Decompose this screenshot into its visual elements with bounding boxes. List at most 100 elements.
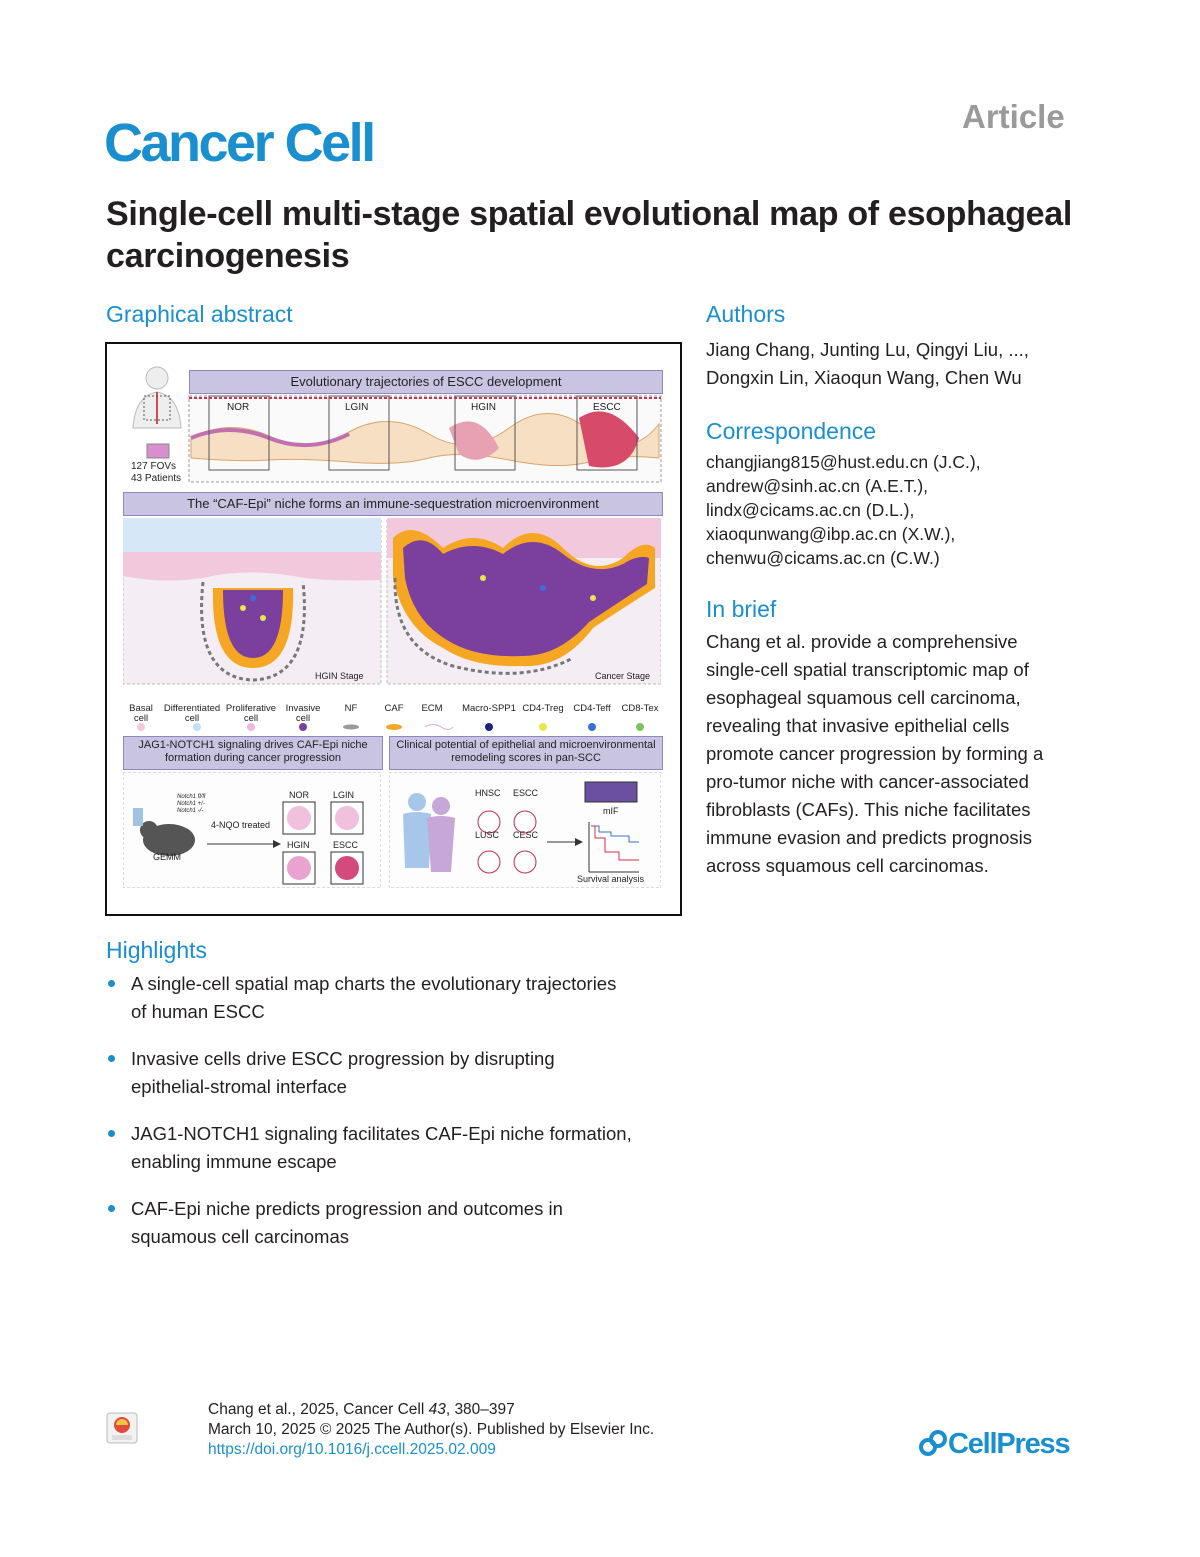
in-brief-line: fibroblasts (CAFs). This niche facilitat… [706,799,1031,820]
correspondence-email[interactable]: lindx@cicams.ac.cn (D.L.), [706,500,915,520]
panel4-title-line2: remodeling scores in pan-SCC [451,752,601,764]
legend-basal-cell: Basal cell [129,703,153,724]
panel1-title: Evolutionary trajectories of ESCC develo… [189,370,663,394]
correspondence-heading: Correspondence [706,418,877,444]
mouse-stage-nor: NOR [289,790,309,800]
gemm-label: GEMM [153,852,181,862]
authors-list: Jiang Chang, Junting Lu, Qingyi Liu, ...… [706,336,1029,392]
graphical-abstract-figure: Evolutionary trajectories of ESCC develo… [105,342,682,916]
highlight-line: JAG1-NOTCH1 signaling facilitates CAF-Ep… [131,1123,632,1144]
hgin-stage-label: HGIN Stage [315,671,364,681]
highlight-line: enabling immune escape [131,1151,337,1172]
mif-label: mIF [603,806,619,816]
citation-pages: , 380–397 [445,1401,515,1418]
fov-count: 127 FOVs [131,461,177,472]
stage-label-escc: ESCC [593,402,621,413]
citation-line: Chang et al., 2025, Cancer Cell 43, 380–… [208,1400,654,1420]
stage-label-hgin: HGIN [471,402,496,413]
bullet-icon [108,1055,115,1062]
legend-nf: NF [344,703,358,714]
highlights-list: A single-cell spatial map charts the evo… [106,970,696,1270]
citation-volume: 43 [428,1401,446,1418]
panel3-title-line1: JAG1-NOTCH1 signaling drives CAF-Epi nic… [138,739,368,751]
in-brief-line: single-cell spatial transcriptomic map o… [706,659,1029,680]
treatment-label: 4-NQO treated [211,820,271,830]
correspondence-email[interactable]: xiaoqunwang@ibp.ac.cn (X.W.), [706,524,956,544]
highlight-item: CAF-Epi niche predicts progression and o… [106,1195,696,1251]
correspondence-email[interactable]: andrew@sinh.ac.cn (A.E.T.), [706,476,929,496]
in-brief-line: revealing that invasive epithelial cells [706,715,1010,736]
cancer-stage-label: Cancer Stage [595,671,651,681]
bullet-icon [108,1205,115,1212]
notch-label-3: Notch1 -/- [177,808,204,814]
in-brief-line: immune evasion and predicts prognosis [706,827,1032,848]
mouse-stage-escc: ESCC [333,840,359,850]
in-brief-line: across squamous cell carcinomas. [706,855,989,876]
in-brief-text: Chang et al. provide a comprehensive sin… [706,628,1096,880]
authors-line-1: Jiang Chang, Junting Lu, Qingyi Liu, ...… [706,339,1029,360]
mouse-stage-lgin: LGIN [333,790,355,800]
scc-label-escc: ESCC [513,788,539,798]
legend-cd4-treg: CD4-Treg [522,703,564,714]
highlight-line: Invasive cells drive ESCC progression by… [131,1048,555,1069]
doi-link[interactable]: https://doi.org/10.1016/j.ccell.2025.02.… [208,1441,496,1458]
legend-invasive-cell: Invasive cell [285,703,321,724]
highlight-line: squamous cell carcinomas [131,1226,349,1247]
citation-text: Chang et al., 2025, Cancer Cell [208,1401,429,1418]
in-brief-line: esophageal squamous cell carcinoma, [706,687,1021,708]
mouse-model-illustration [123,772,381,888]
check-for-updates-icon[interactable] [106,1412,138,1444]
highlight-line: A single-cell spatial map charts the evo… [131,973,617,994]
patient-count: 43 Patients [131,473,182,484]
graphical-abstract-heading: Graphical abstract [106,301,293,327]
legend-macro-spp1: Macro-SPP1 [462,703,516,714]
legend-proliferative-cell: Proliferative cell [225,703,277,724]
cellpress-text: CellPress [948,1428,1071,1460]
article-type-label: Article [962,98,1065,135]
legend-cd8-tex: CD8-Tex [621,703,659,714]
legend-swatches [137,723,644,731]
copyright-line: March 10, 2025 © 2025 The Author(s). Pub… [208,1421,655,1438]
legend-ecm: ECM [421,703,443,714]
authors-line-2: Dongxin Lin, Xiaoqun Wang, Chen Wu [706,367,1022,388]
bullet-icon [108,980,115,987]
journal-logo: Cancer Cell [104,113,376,173]
panel4-title-line1: Clinical potential of epithelial and mic… [396,739,656,751]
cellpress-link-icon [919,1430,947,1456]
survival-label: Survival analysis [577,874,645,884]
stage-label-lgin: LGIN [345,402,369,413]
scc-label-lusc: LUSC [475,830,500,840]
clinical-illustration [389,772,661,888]
highlight-item: Invasive cells drive ESCC progression by… [106,1045,696,1101]
highlight-item: JAG1-NOTCH1 signaling facilitates CAF-Ep… [106,1120,696,1176]
panel3-title-line2: formation during cancer progression [164,752,342,764]
in-brief-line: pro-tumor niche with cancer-associated [706,771,1029,792]
panel4-title: Clinical potential of epithelial and mic… [389,736,663,770]
scc-label-hnsc: HNSC [475,788,501,798]
citation-footer: Chang et al., 2025, Cancer Cell 43, 380–… [208,1400,654,1460]
scc-label-cesc: CESC [513,830,539,840]
stage-label-nor: NOR [227,402,250,413]
highlight-line: CAF-Epi niche predicts progression and o… [131,1198,563,1219]
notch-label-1: Notch1 fl/fl [177,794,206,800]
correspondence-email[interactable]: chenwu@cicams.ac.cn (C.W.) [706,548,940,568]
correspondence-email[interactable]: changjiang815@hust.edu.cn (J.C.), [706,452,981,472]
cellpress-logo: CellPress [918,1428,1071,1461]
notch-genotypes: Notch1 fl/fl Notch1 +/- Notch1 -/- [177,794,205,815]
correspondence-list: changjiang815@hust.edu.cn (J.C.), andrew… [706,450,981,570]
in-brief-line: Chang et al. provide a comprehensive [706,631,1018,652]
in-brief-heading: In brief [706,596,777,622]
authors-heading: Authors [706,301,786,327]
bullet-icon [108,1130,115,1137]
legend-cd4-teff: CD4-Teff [573,703,611,714]
article-title: Single-cell multi-stage spatial evolutio… [106,195,1073,275]
panel3-title: JAG1-NOTCH1 signaling drives CAF-Epi nic… [123,736,383,770]
mouse-stage-hgin: HGIN [287,840,310,850]
highlight-line: epithelial-stromal interface [131,1076,347,1097]
highlight-line: of human ESCC [131,1001,265,1022]
notch-label-2: Notch1 +/- [177,801,205,807]
panel2-title: The “CAF-Epi” niche forms an immune-sequ… [123,492,663,516]
legend-differentiated-cell: Differentiated cell [163,703,221,724]
highlight-item: A single-cell spatial map charts the evo… [106,970,696,1026]
trajectory-illustration [132,366,662,483]
